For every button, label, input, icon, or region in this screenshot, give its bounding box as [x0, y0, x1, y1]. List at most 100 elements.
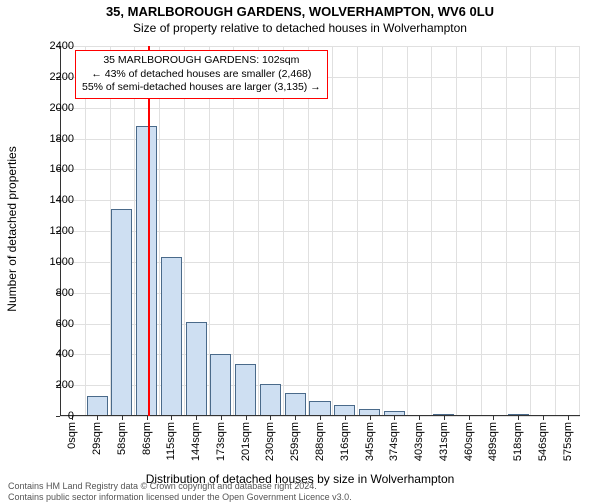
grid-line-v — [134, 46, 135, 416]
histogram-bar — [161, 257, 182, 416]
plot-region — [60, 46, 580, 416]
x-tick-mark — [518, 416, 519, 420]
histogram-bar — [260, 384, 281, 416]
grid-line-v — [481, 46, 482, 416]
x-tick-label: 29sqm — [91, 422, 103, 455]
grid-line-v — [456, 46, 457, 416]
x-tick-label: 316sqm — [339, 422, 351, 461]
x-tick-label: 144sqm — [190, 422, 202, 461]
x-axis-line — [60, 415, 580, 416]
histogram-bar — [87, 396, 108, 416]
property-info-box: 35 MARLBOROUGH GARDENS: 102sqm ← 43% of … — [75, 50, 328, 99]
y-tick-label: 1600 — [34, 163, 74, 175]
histogram-bar — [111, 209, 132, 416]
footer-attribution: Contains HM Land Registry data © Crown c… — [8, 481, 352, 502]
x-tick-label: 173sqm — [215, 422, 227, 461]
page-subtitle: Size of property relative to detached ho… — [0, 21, 600, 35]
histogram-bar — [285, 393, 306, 416]
grid-line-v — [357, 46, 358, 416]
x-tick-label: 86sqm — [141, 422, 153, 455]
info-line-smaller: ← 43% of detached houses are smaller (2,… — [82, 68, 321, 82]
x-tick-label: 230sqm — [264, 422, 276, 461]
grid-line-v — [530, 46, 531, 416]
grid-line-v — [579, 46, 580, 416]
info-line-size: 35 MARLBOROUGH GARDENS: 102sqm — [82, 54, 321, 68]
grid-line-v — [407, 46, 408, 416]
x-tick-mark — [370, 416, 371, 420]
grid-line-v — [184, 46, 185, 416]
grid-line-v — [85, 46, 86, 416]
x-tick-mark — [493, 416, 494, 420]
page-title: 35, MARLBOROUGH GARDENS, WOLVERHAMPTON, … — [0, 4, 600, 19]
histogram-bar — [235, 364, 256, 416]
x-tick-label: 374sqm — [388, 422, 400, 461]
y-tick-label: 1800 — [34, 133, 74, 145]
histogram-bar — [136, 126, 157, 416]
grid-line-v — [431, 46, 432, 416]
x-tick-mark — [246, 416, 247, 420]
x-tick-mark — [270, 416, 271, 420]
y-tick-label: 1400 — [34, 194, 74, 206]
x-tick-label: 0sqm — [66, 422, 78, 449]
histogram-bar — [210, 354, 231, 416]
grid-line-v — [555, 46, 556, 416]
grid-line-v — [382, 46, 383, 416]
histogram-bar — [309, 401, 330, 416]
x-tick-label: 431sqm — [438, 422, 450, 461]
grid-line-v — [258, 46, 259, 416]
x-tick-mark — [419, 416, 420, 420]
x-tick-mark — [295, 416, 296, 420]
x-tick-label: 58sqm — [116, 422, 128, 455]
grid-line-v — [110, 46, 111, 416]
grid-line-v — [209, 46, 210, 416]
y-tick-label: 200 — [34, 379, 74, 391]
property-marker-line — [148, 46, 150, 416]
grid-line-v — [283, 46, 284, 416]
x-tick-label: 460sqm — [463, 422, 475, 461]
x-tick-mark — [469, 416, 470, 420]
x-tick-label: 518sqm — [512, 422, 524, 461]
footer-line-2: Contains public sector information licen… — [8, 492, 352, 502]
y-tick-label: 800 — [34, 287, 74, 299]
x-tick-mark — [394, 416, 395, 420]
y-tick-label: 2400 — [34, 40, 74, 52]
grid-line-v — [332, 46, 333, 416]
y-tick-label: 400 — [34, 348, 74, 360]
x-tick-mark — [543, 416, 544, 420]
grid-line-h — [60, 108, 580, 109]
y-tick-label: 600 — [34, 318, 74, 330]
x-tick-mark — [444, 416, 445, 420]
y-tick-label: 1200 — [34, 225, 74, 237]
grid-line-v — [159, 46, 160, 416]
x-tick-label: 201sqm — [240, 422, 252, 461]
x-tick-mark — [196, 416, 197, 420]
x-tick-label: 345sqm — [364, 422, 376, 461]
y-tick-label: 1000 — [34, 256, 74, 268]
histogram-bar — [186, 322, 207, 416]
x-tick-label: 115sqm — [165, 422, 177, 460]
x-tick-label: 259sqm — [289, 422, 301, 461]
x-tick-mark — [221, 416, 222, 420]
grid-line-v — [308, 46, 309, 416]
x-tick-mark — [147, 416, 148, 420]
x-tick-mark — [122, 416, 123, 420]
x-tick-label: 489sqm — [487, 422, 499, 461]
x-tick-label: 546sqm — [537, 422, 549, 461]
x-tick-mark — [97, 416, 98, 420]
x-tick-label: 288sqm — [314, 422, 326, 461]
x-tick-mark — [171, 416, 172, 420]
grid-line-h — [60, 46, 580, 47]
x-tick-mark — [568, 416, 569, 420]
info-line-larger: 55% of semi-detached houses are larger (… — [82, 81, 321, 95]
y-tick-label: 0 — [34, 410, 74, 422]
footer-line-1: Contains HM Land Registry data © Crown c… — [8, 481, 352, 491]
x-tick-label: 575sqm — [562, 422, 574, 461]
y-axis-label: Number of detached properties — [5, 146, 19, 311]
grid-line-v — [506, 46, 507, 416]
x-tick-mark — [345, 416, 346, 420]
x-tick-label: 403sqm — [413, 422, 425, 461]
y-tick-label: 2200 — [34, 71, 74, 83]
y-tick-label: 2000 — [34, 102, 74, 114]
grid-line-v — [233, 46, 234, 416]
x-tick-mark — [320, 416, 321, 420]
